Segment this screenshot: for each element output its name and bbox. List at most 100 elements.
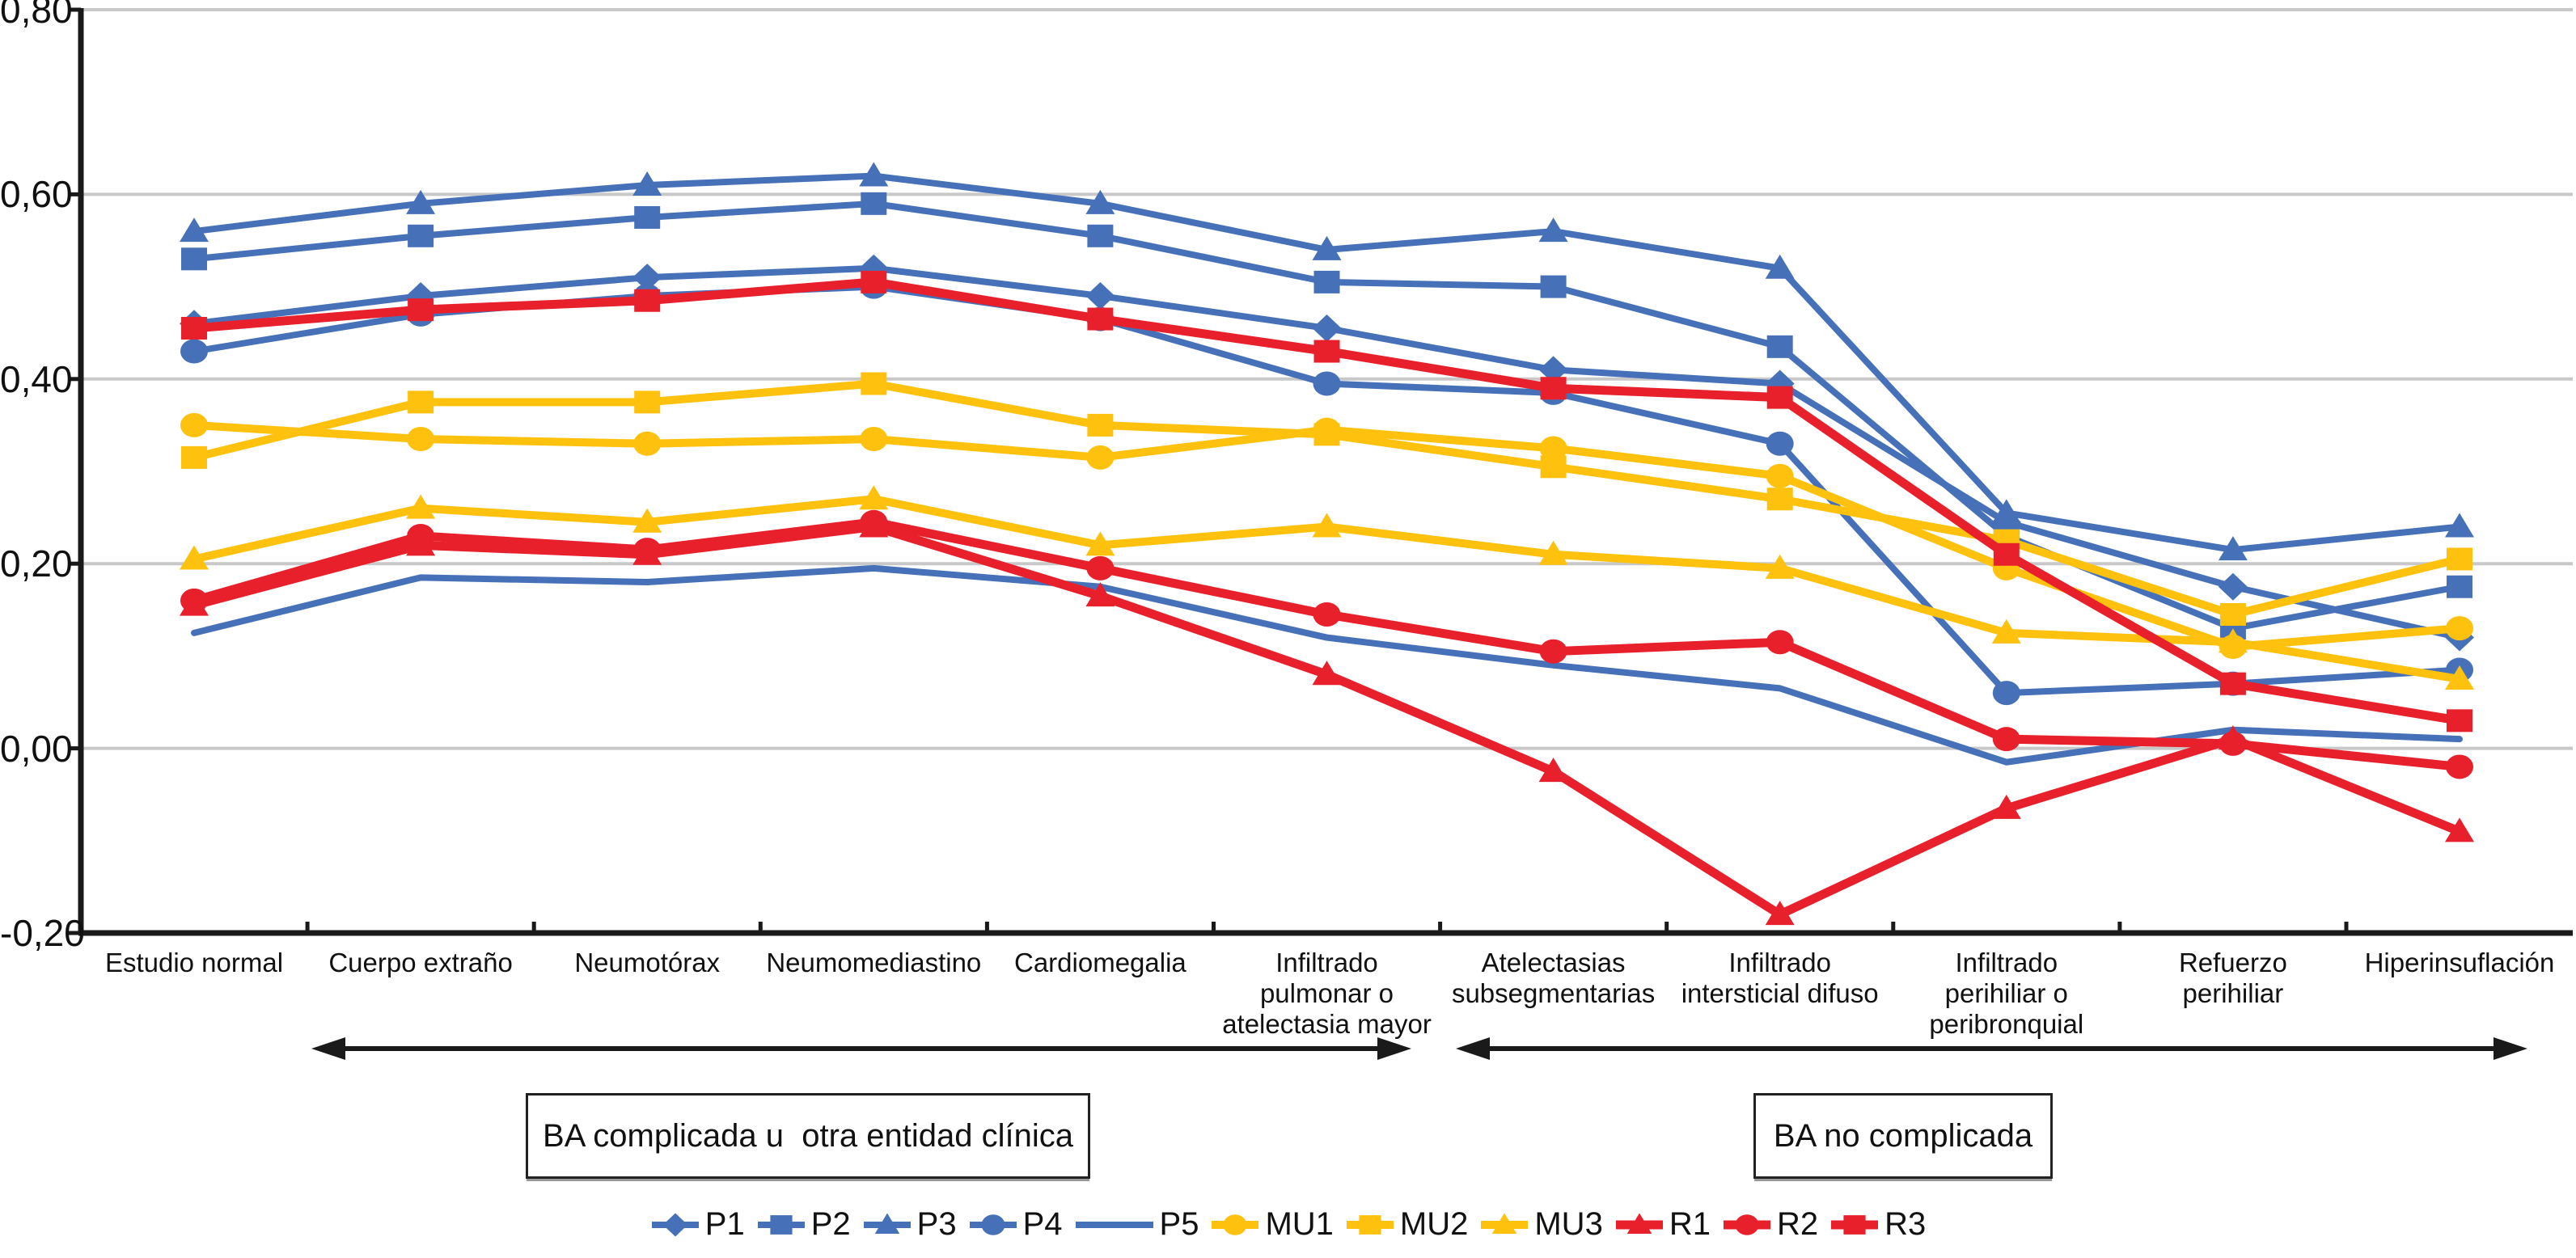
series-R3-marker xyxy=(408,298,434,322)
y-axis-tick-label: 0,60 xyxy=(0,173,73,216)
legend-item-P3: P3 xyxy=(862,1206,957,1243)
legend-marker xyxy=(1843,1214,1866,1235)
series-MU2-marker xyxy=(1766,488,1793,511)
series-R3-marker xyxy=(1993,542,2020,566)
series-R1-marker xyxy=(1538,758,1568,783)
series-P2-marker xyxy=(408,224,434,247)
series-P3-marker xyxy=(1312,235,1342,260)
series-P4-marker xyxy=(1766,431,1794,456)
series-R2-marker xyxy=(2219,731,2247,756)
series-P2-marker xyxy=(1540,275,1567,298)
x-category-label-3: Neumotórax xyxy=(574,948,721,977)
series-MU2-marker xyxy=(2447,547,2472,571)
legend-label-R1: R1 xyxy=(1669,1206,1711,1242)
series-R1-marker xyxy=(1085,582,1115,607)
series-P3-marker xyxy=(2218,536,2248,561)
series-MU3-marker xyxy=(2445,665,2474,690)
series-P1-marker xyxy=(1085,282,1115,310)
legend-P1-marker-icon xyxy=(651,1213,699,1236)
series-P4-marker xyxy=(180,339,208,364)
series-R2-marker xyxy=(860,509,888,534)
series-MU3-marker xyxy=(406,494,436,519)
series-MU2-marker xyxy=(861,372,887,395)
series-MU1-marker xyxy=(1539,436,1567,461)
x-category-label-8: Infiltrado intersticial difuso xyxy=(1681,948,1879,1008)
series-R3-marker xyxy=(2219,672,2246,695)
y-axis-tick-label: 0,40 xyxy=(0,357,73,400)
legend-item-R3: R3 xyxy=(1829,1206,1926,1243)
series-R3-marker xyxy=(1087,307,1114,331)
series-P3-marker xyxy=(1538,217,1568,243)
series-P1-marker xyxy=(1538,356,1568,384)
series-P3-marker xyxy=(1085,189,1115,214)
series-R2-marker xyxy=(2446,754,2473,779)
series-MU1-marker xyxy=(1766,463,1794,488)
series-R1-marker xyxy=(1765,901,1795,926)
series-MU3-marker xyxy=(1312,513,1342,538)
legend-label-P2: P2 xyxy=(810,1206,851,1242)
legend-label-P4: P4 xyxy=(1022,1206,1063,1242)
legend-R3-marker-icon xyxy=(1831,1214,1879,1235)
series-P3-marker xyxy=(632,171,662,196)
legend-marker xyxy=(662,1213,688,1236)
series-MU3-marker xyxy=(1991,618,2021,644)
series-R3-marker xyxy=(1313,340,1340,363)
series-MU1-marker xyxy=(180,412,208,437)
group-box-ba-no-complicada: BA no complicada xyxy=(1753,1093,2053,1179)
legend-MU1-marker-icon xyxy=(1212,1214,1259,1235)
series-P2-marker xyxy=(2447,575,2472,598)
legend-marker xyxy=(981,1214,1005,1235)
legend-label-P1: P1 xyxy=(704,1206,745,1242)
legend-item-P1: P1 xyxy=(650,1206,745,1243)
series-MU3-marker xyxy=(859,485,889,510)
y-axis-tick-label: -0,20 xyxy=(0,912,85,954)
series-R3-marker xyxy=(861,270,887,293)
group-box-ba-complicada: BA complicada u otra entidad clínica xyxy=(526,1093,1090,1179)
series-MU3-marker xyxy=(1085,531,1115,556)
series-MU2-marker xyxy=(181,445,207,469)
series-MU2-marker xyxy=(2219,603,2246,627)
x-category-label-4: Neumomediastino xyxy=(766,948,982,977)
series-P3-marker xyxy=(1765,254,1795,279)
x-category-label-1: Estudio normal xyxy=(104,948,284,977)
series-MU3-marker xyxy=(180,545,209,570)
x-category-label-2: Cuerpo extraño xyxy=(328,948,513,977)
legend-label-P5: P5 xyxy=(1159,1206,1199,1242)
legend-marker xyxy=(1492,1213,1517,1234)
series-P3-marker xyxy=(859,162,889,187)
legend-marker xyxy=(770,1214,793,1235)
series-R2-marker xyxy=(1992,727,2020,752)
legend-item-MU3: MU3 xyxy=(1479,1206,1603,1243)
series-MU1-marker xyxy=(1086,445,1115,470)
series-P3-line xyxy=(191,172,2463,554)
group-arrow-right xyxy=(1456,1037,2527,1060)
x-category-label-6: Infiltrado pulmonar o atelectasia mayor xyxy=(1222,948,1432,1039)
series-R3-marker xyxy=(1766,386,1793,409)
series-MU3-marker xyxy=(632,508,662,533)
legend-item-P2: P2 xyxy=(756,1206,851,1243)
series-P4-marker xyxy=(1992,681,2020,706)
series-R2-marker xyxy=(180,588,208,613)
legend-label-P3: P3 xyxy=(916,1206,957,1242)
series-R3-marker xyxy=(2447,709,2472,732)
series-R2-line xyxy=(189,517,2464,771)
series-MU3-marker xyxy=(2218,628,2248,653)
x-category-label-10: Refuerzo perihiliar xyxy=(2178,948,2287,1008)
legend-label-MU3: MU3 xyxy=(1534,1206,1603,1242)
legend-marker xyxy=(1359,1214,1381,1235)
series-MU1-marker xyxy=(407,427,435,452)
legend-P5-marker-icon xyxy=(1075,1221,1153,1228)
series-R2-marker xyxy=(1086,555,1115,580)
series-P2-marker xyxy=(861,192,887,215)
legend-item-MU1: MU1 xyxy=(1210,1206,1334,1243)
legend-label-R2: R2 xyxy=(1776,1206,1819,1242)
x-category-label-5: Cardiomegalia xyxy=(1014,948,1186,977)
series-P5-line xyxy=(191,564,2463,766)
legend-item-R1: R1 xyxy=(1614,1206,1711,1243)
series-P2-marker xyxy=(1087,224,1114,247)
series-P3-marker xyxy=(180,217,209,243)
legend-MU2-marker-icon xyxy=(1346,1214,1394,1235)
legend-item-P5: P5 xyxy=(1074,1206,1199,1243)
series-R1-marker xyxy=(2445,817,2474,842)
